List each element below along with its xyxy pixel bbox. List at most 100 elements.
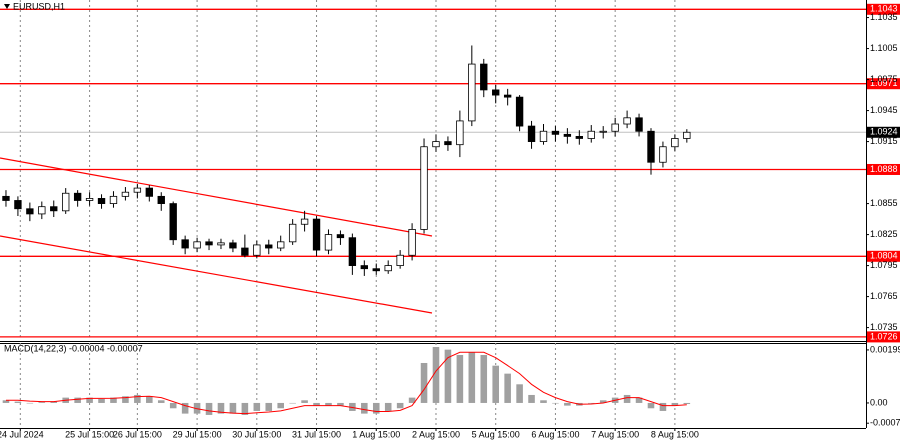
candle-body <box>348 237 357 266</box>
macd-bar <box>181 402 189 414</box>
level-label-box <box>867 78 900 90</box>
macd-bar <box>217 402 225 414</box>
candle-body <box>659 146 667 163</box>
level-label: 1.0971 <box>870 78 898 88</box>
macd-bar <box>492 365 499 403</box>
y-tick-label: 1.0735 <box>870 322 898 332</box>
current-price-label: 1.0924 <box>870 127 898 137</box>
x-tick-label: 7 Aug 15:00 <box>591 429 639 439</box>
level-label: 1.0888 <box>870 164 898 174</box>
macd-bar <box>587 402 595 404</box>
level-label-box <box>867 163 900 175</box>
symbol-icon <box>4 4 10 9</box>
candle-body <box>265 244 273 249</box>
macd-bar <box>122 396 129 403</box>
candle-body <box>157 195 165 204</box>
macd-bar <box>86 397 93 403</box>
candle-body <box>109 195 118 204</box>
candle-body <box>241 247 249 256</box>
macd-bar <box>408 397 416 403</box>
macd-bar <box>671 402 679 406</box>
macd-bar <box>313 402 320 406</box>
macd-bar <box>2 400 10 403</box>
candle-body <box>229 242 237 249</box>
channel-upper-line <box>0 157 433 237</box>
level-label-box <box>867 3 900 15</box>
candle-body <box>85 198 94 201</box>
candle-body <box>671 138 679 148</box>
macd-bar <box>564 402 571 406</box>
candle-body <box>277 241 285 249</box>
x-tick-label: 31 Jul 15:00 <box>292 429 341 439</box>
candle-body <box>300 218 309 225</box>
candles <box>2 45 691 276</box>
candle-body <box>611 123 619 132</box>
macd-bar <box>289 402 296 404</box>
candle-body <box>468 63 476 122</box>
candle-body <box>635 117 643 132</box>
macd-bar <box>277 402 284 409</box>
candle-body <box>683 131 691 139</box>
y-tick-label: 0.00199 <box>870 344 900 354</box>
candle-body <box>587 130 595 139</box>
candle-body <box>563 133 572 137</box>
macd-signal-line <box>6 351 687 415</box>
candle-body <box>121 191 130 197</box>
macd-bar <box>38 402 46 403</box>
macd-bar <box>683 402 691 405</box>
candle-body <box>312 218 321 251</box>
macd-bar <box>337 402 344 406</box>
x-tick-label: 29 Jul 15:00 <box>173 429 222 439</box>
candle-body <box>480 63 488 91</box>
levels: 1.1043 1.0971 1.0888 1.0804 1.0726 1.0924 <box>0 4 900 343</box>
candle-body <box>336 234 345 239</box>
level-label-box <box>867 250 900 262</box>
level-label-box <box>867 331 900 343</box>
macd-bar <box>635 397 643 403</box>
x-tick-label: 1 Aug 15:00 <box>352 429 400 439</box>
macd-bar <box>552 402 559 404</box>
candle-body <box>408 229 416 256</box>
macd-bar <box>265 402 273 411</box>
candle-body <box>145 187 153 197</box>
candle-body <box>360 265 369 270</box>
candle-body <box>539 130 548 142</box>
x-tick-label: 30 Jul 15:00 <box>232 429 281 439</box>
candle-body <box>253 244 261 256</box>
candle-body <box>396 254 404 266</box>
candle-body <box>205 241 213 246</box>
level-label: 1.1043 <box>870 4 898 14</box>
macd-bar <box>480 354 488 403</box>
candle-body <box>14 200 22 210</box>
y-tick-label: 1.0945 <box>870 105 898 115</box>
macd-bar <box>647 402 655 409</box>
macd-bar <box>361 402 368 414</box>
x-tick-label: 8 Aug 15:00 <box>651 429 699 439</box>
macd-bar <box>253 402 261 411</box>
macd-bar <box>396 402 404 409</box>
macd-bar <box>516 384 523 403</box>
y-tick-label: 1.1005 <box>870 43 898 53</box>
y-tick-label: 0.00 <box>870 397 888 407</box>
x-tick-label: 2 Aug 15:00 <box>412 429 460 439</box>
macd-bar <box>372 402 380 414</box>
candle-body <box>73 192 82 201</box>
symbol-label: EURUSD,H1 <box>13 1 65 11</box>
macd-bar <box>349 402 356 411</box>
macd-bar <box>301 400 308 403</box>
y-tick-label: -0.00076 <box>870 418 900 428</box>
macd-bar <box>659 402 667 411</box>
candle-body <box>181 239 189 249</box>
macd-bar <box>456 354 464 403</box>
candle-body <box>97 198 106 204</box>
macd-bar <box>134 394 141 403</box>
macd-bar <box>432 346 440 403</box>
x-tick-label: 6 Aug 15:00 <box>531 429 579 439</box>
candle-body <box>169 203 177 241</box>
y-tick-label: 1.1035 <box>870 12 898 22</box>
macd-bar <box>241 402 249 415</box>
candle-body <box>324 234 333 251</box>
candle-body <box>575 136 584 139</box>
